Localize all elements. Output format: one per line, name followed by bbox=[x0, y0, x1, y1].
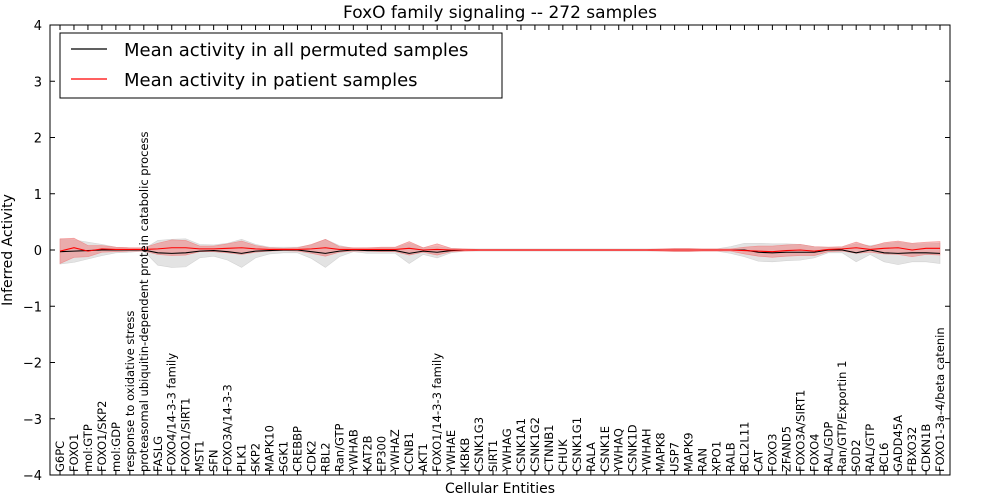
x-tick-label: SFN bbox=[207, 449, 221, 472]
x-tick-label: GADD45A bbox=[891, 415, 905, 472]
x-tick-label: G6PC bbox=[53, 441, 67, 472]
x-tick-label: FOXO3 bbox=[765, 434, 779, 472]
y-tick-label: 4 bbox=[34, 19, 42, 34]
x-tick-label: CAT bbox=[751, 449, 765, 472]
legend-label-patient: Mean activity in patient samples bbox=[124, 70, 418, 91]
x-tick-label: Ran/GTP bbox=[332, 424, 346, 472]
x-tick-label: SKP2 bbox=[249, 443, 263, 472]
confidence-bands bbox=[59, 237, 941, 268]
x-tick-label: SIRT1 bbox=[486, 440, 500, 472]
y-tick-label: −3 bbox=[23, 413, 42, 428]
legend-label-permuted: Mean activity in all permuted samples bbox=[124, 40, 468, 61]
x-tick-label: RALA bbox=[584, 442, 598, 472]
x-tick-label: AKT1 bbox=[416, 443, 430, 472]
x-tick-label: IKBKB bbox=[458, 438, 472, 472]
x-tick-label: RALB bbox=[723, 442, 737, 472]
x-tick-label: YWHAH bbox=[640, 428, 654, 473]
x-tick-label: ZFAND5 bbox=[779, 426, 793, 472]
x-tick-label: RAN bbox=[696, 448, 710, 472]
x-tick-label: CDK2 bbox=[304, 440, 318, 472]
y-tick-label: −2 bbox=[23, 357, 42, 372]
x-tick-label: mol:GTP bbox=[81, 424, 95, 472]
x-tick-label: PLK1 bbox=[235, 444, 249, 472]
y-tick-label: 1 bbox=[34, 188, 42, 203]
x-tick-label: FOXO1/14-3-3 family bbox=[430, 353, 444, 472]
x-tick-label: CDKN1B bbox=[919, 424, 933, 472]
x-tick-label: FOXO1/SIRT1 bbox=[179, 397, 193, 472]
x-tick-label: MAPK9 bbox=[682, 432, 696, 472]
x-tick-label: FOXO1 bbox=[67, 434, 81, 472]
x-tick-label: MAPK10 bbox=[263, 425, 277, 472]
x-tick-label: MAPK8 bbox=[654, 432, 668, 472]
x-tick-label: CSNK1G1 bbox=[570, 417, 584, 472]
y-tick-label: −1 bbox=[23, 300, 42, 315]
y-axis-title: Inferred Activity bbox=[0, 194, 16, 306]
x-tick-label: BCL6 bbox=[877, 443, 891, 472]
x-tick-label: RAL/GTP bbox=[863, 424, 877, 472]
x-axis: G6PC FOXO1 mol:GTP FOXO1/SKP2 mol:GDP respons… bbox=[53, 25, 947, 475]
x-tick-label: FBXO32 bbox=[905, 427, 919, 472]
x-tick-label: FOXO1/SKP2 bbox=[95, 401, 109, 472]
y-tick-label: −4 bbox=[23, 469, 42, 484]
chart-title: FoxO family signaling -- 272 samples bbox=[343, 3, 657, 23]
x-tick-label: CSNK1D bbox=[626, 424, 640, 472]
x-tick-label: FOXO4 bbox=[807, 434, 821, 472]
x-tick-label: FOXO3A/14-3-3 bbox=[221, 384, 235, 472]
y-tick-label: 0 bbox=[34, 244, 42, 259]
series-lines bbox=[59, 247, 941, 254]
x-tick-label: USP7 bbox=[668, 442, 682, 472]
x-tick-label: CCNB1 bbox=[402, 432, 416, 472]
x-tick-label: CSNK1G2 bbox=[528, 417, 542, 472]
x-tick-label: CHUK bbox=[556, 439, 570, 472]
x-tick-label: YWHAQ bbox=[612, 428, 626, 473]
x-tick-label: FOXO1-3a-4/beta catenin bbox=[933, 327, 947, 472]
x-tick-label: YWHAG bbox=[500, 428, 514, 473]
x-tick-label: CTNNB1 bbox=[542, 425, 556, 472]
x-tick-label: KAT2B bbox=[360, 435, 374, 472]
x-tick-label: BCL2L11 bbox=[737, 422, 751, 472]
x-tick-label: Ran/GTP/Exportin 1 bbox=[835, 361, 849, 472]
x-axis-title: Cellular Entities bbox=[445, 481, 555, 497]
x-tick-label: MST1 bbox=[193, 440, 207, 472]
x-tick-label: SOD2 bbox=[849, 439, 863, 472]
y-tick-label: 3 bbox=[34, 75, 42, 90]
x-tick-label: EP300 bbox=[374, 436, 388, 472]
x-tick-label: CSNK1A1 bbox=[514, 418, 528, 472]
x-tick-label: YWHAE bbox=[444, 430, 458, 473]
x-tick-label: proteasomal ubiquitin-dependent protein … bbox=[137, 131, 151, 472]
x-tick-label: CREBBP bbox=[290, 426, 304, 472]
x-tick-label: FASLG bbox=[151, 436, 165, 472]
x-tick-label: YWHAZ bbox=[388, 429, 402, 473]
x-tick-label: YWHAB bbox=[346, 429, 360, 473]
x-tick-label: response to oxidative stress bbox=[123, 311, 137, 472]
x-tick-label: FOXO4/14-3-3 family bbox=[165, 353, 179, 472]
x-tick-label: SGK1 bbox=[276, 441, 290, 472]
y-axis: −4 −3 −2 −1 0 1 2 3 4 bbox=[23, 19, 950, 484]
x-tick-label: FOXO3A/SIRT1 bbox=[793, 390, 807, 472]
x-tick-label: CSNK1G3 bbox=[472, 417, 486, 472]
x-tick-label: RBL2 bbox=[318, 442, 332, 472]
x-tick-label: XPO1 bbox=[710, 441, 724, 472]
series-line-1 bbox=[59, 247, 940, 253]
x-tick-label: mol:GDP bbox=[109, 422, 123, 472]
legend: Mean activity in all permuted samples Me… bbox=[59, 32, 503, 99]
y-tick-label: 2 bbox=[34, 132, 42, 147]
x-tick-label: RAL/GDP bbox=[821, 422, 835, 472]
legend-box bbox=[59, 32, 503, 99]
x-tick-label: CSNK1E bbox=[598, 426, 612, 472]
